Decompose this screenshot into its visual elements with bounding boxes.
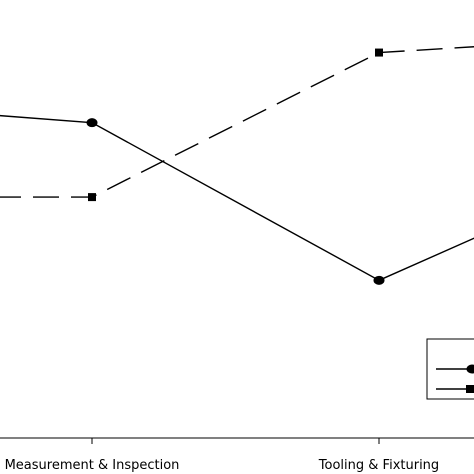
series-layer	[0, 46, 474, 285]
legend-marker-2	[466, 385, 474, 393]
series-2-marker	[375, 48, 383, 57]
series-1-marker	[86, 118, 98, 128]
series-2-marker	[88, 193, 96, 202]
x-axis: Measurement & Inspection Tooling & Fixtur…	[0, 437, 474, 473]
series-line-1	[0, 114, 474, 282]
legend-marker-1	[466, 364, 474, 374]
series-1-marker	[373, 275, 385, 285]
x-tick-label: Measurement & Inspection	[5, 458, 180, 473]
x-tick-label: Tooling & Fixturing	[318, 458, 439, 473]
legend	[426, 338, 474, 400]
